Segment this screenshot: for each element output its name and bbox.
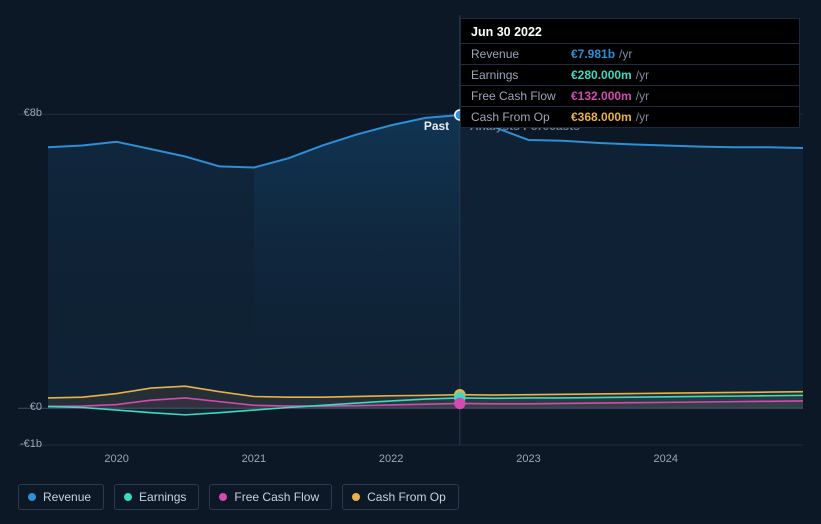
legend-swatch [219, 493, 227, 501]
tooltip-row-label: Cash From Op [471, 110, 571, 124]
tooltip-row-value: €132.000m [571, 89, 636, 103]
legend-label: Earnings [139, 490, 186, 504]
tooltip-row-suffix: /yr [636, 89, 649, 103]
legend-swatch [28, 493, 36, 501]
x-axis-label: 2020 [104, 453, 128, 465]
legend-label: Free Cash Flow [234, 490, 319, 504]
legend-label: Cash From Op [367, 490, 446, 504]
y-axis-label: €0 [12, 401, 42, 413]
chart-tooltip: Jun 30 2022 Revenue€7.981b/yrEarnings€28… [460, 18, 800, 128]
x-axis-label: 2023 [516, 453, 540, 465]
x-axis-label: 2024 [653, 453, 677, 465]
tooltip-row-suffix: /yr [636, 68, 649, 82]
legend-swatch [352, 493, 360, 501]
legend-swatch [124, 493, 132, 501]
tooltip-row: Revenue€7.981b/yr [461, 43, 799, 64]
tooltip-row: Earnings€280.000m/yr [461, 64, 799, 85]
legend-label: Revenue [43, 490, 91, 504]
tooltip-row-value: €280.000m [571, 68, 636, 82]
tooltip-row-suffix: /yr [636, 110, 649, 124]
tooltip-row-suffix: /yr [619, 47, 632, 61]
split-label-past: Past [424, 119, 449, 133]
y-axis-label: -€1b [12, 438, 42, 450]
chart-legend: Revenue Earnings Free Cash Flow Cash From O… [18, 484, 459, 510]
x-axis-label: 2021 [242, 453, 266, 465]
x-axis-label: 2022 [379, 453, 403, 465]
tooltip-row-value: €368.000m [571, 110, 636, 124]
legend-item-revenue[interactable]: Revenue [18, 484, 104, 510]
tooltip-row: Free Cash Flow€132.000m/yr [461, 85, 799, 106]
tooltip-title: Jun 30 2022 [461, 19, 799, 43]
tooltip-row: Cash From Op€368.000m/yr [461, 106, 799, 127]
legend-item-fcf[interactable]: Free Cash Flow [209, 484, 332, 510]
legend-item-cash_from_op[interactable]: Cash From Op [342, 484, 459, 510]
tooltip-row-label: Revenue [471, 47, 571, 61]
earnings-forecast-chart: Jun 30 2022 Revenue€7.981b/yrEarnings€28… [0, 0, 821, 524]
tooltip-row-value: €7.981b [571, 47, 619, 61]
tooltip-row-label: Free Cash Flow [471, 89, 571, 103]
tooltip-row-label: Earnings [471, 68, 571, 82]
legend-item-earnings[interactable]: Earnings [114, 484, 199, 510]
y-axis-label: €8b [12, 107, 42, 119]
